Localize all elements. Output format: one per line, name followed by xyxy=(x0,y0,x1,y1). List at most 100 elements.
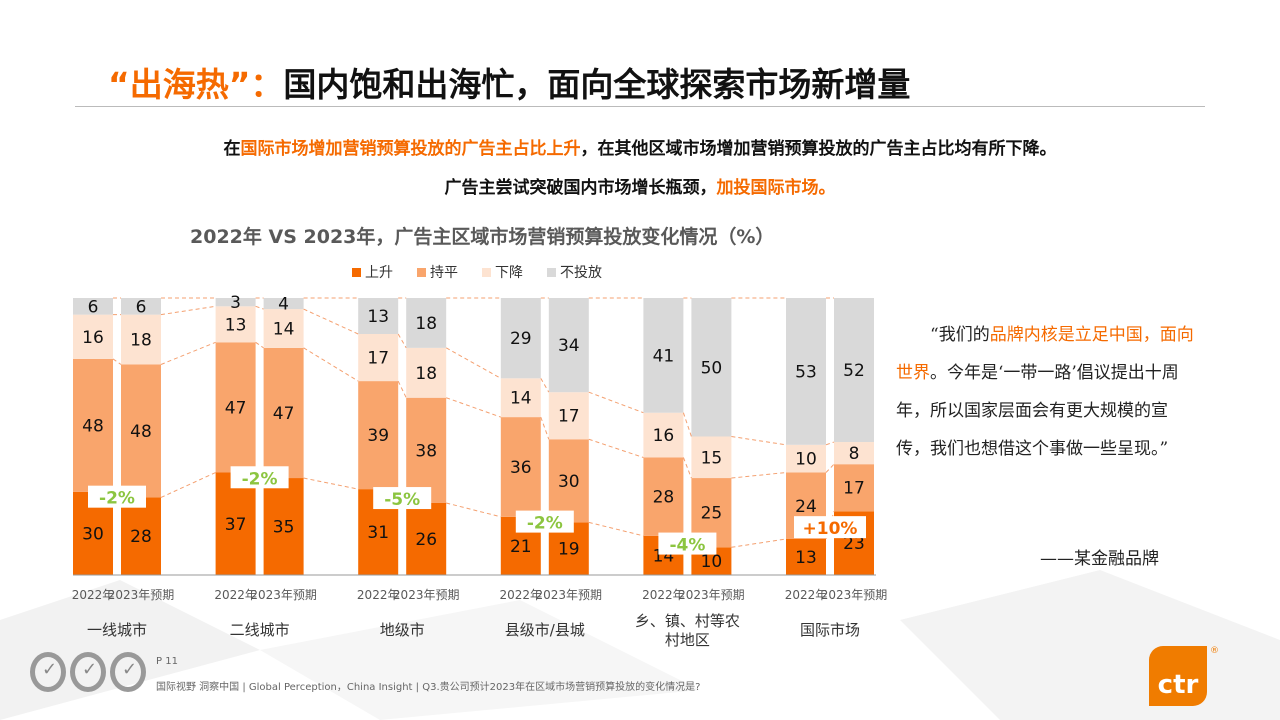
connector-line xyxy=(825,463,835,473)
connector-line xyxy=(682,457,692,479)
data-label: 18 xyxy=(130,331,152,351)
connector-line xyxy=(303,308,359,335)
bar-segment xyxy=(121,314,161,365)
bar-segment xyxy=(263,347,304,479)
data-label: 47 xyxy=(273,404,295,424)
connector-line xyxy=(303,477,359,490)
data-label: 35 xyxy=(273,518,295,538)
bar-segment xyxy=(263,309,304,348)
data-label: 18 xyxy=(415,364,437,384)
bar-segment xyxy=(73,358,113,492)
bar-segment xyxy=(406,502,447,575)
x-tick-label: 2023年预期 xyxy=(678,588,745,602)
legend-label: 上升 xyxy=(365,265,393,281)
legend-swatch xyxy=(482,267,491,277)
x-tick-label: 2023年预期 xyxy=(250,588,317,602)
bar-segment xyxy=(121,497,161,575)
x-tick-label: 2023年预期 xyxy=(108,588,175,602)
data-label: 6 xyxy=(136,297,147,317)
bar-segment xyxy=(263,298,304,310)
x-tick-label: 2022年 xyxy=(642,588,685,602)
connector-line xyxy=(731,436,787,446)
bar-segment xyxy=(548,439,589,523)
data-label: 15 xyxy=(701,448,723,468)
category-label: 二线城市 xyxy=(230,621,290,639)
legend-swatch xyxy=(417,267,426,277)
data-label: 39 xyxy=(367,426,389,446)
data-label: 28 xyxy=(130,527,152,547)
data-label: 26 xyxy=(415,530,437,550)
x-tick-label: 2023年预期 xyxy=(821,588,888,602)
data-label: 38 xyxy=(415,441,437,461)
bar-segment xyxy=(643,412,684,458)
title-highlight: “出海热”： xyxy=(108,65,284,104)
chart-title: 2022年 VS 2023年，广告主区域市场营销预算投放变化情况（%） xyxy=(190,226,775,248)
subtitle-line-1: 在国际市场增加营销预算投放的广告主占比上升，在其他区域市场增加营销预算投放的广告… xyxy=(0,134,1280,159)
connector-line xyxy=(112,358,122,365)
bar-segment xyxy=(834,298,874,443)
bar-segment xyxy=(786,444,826,473)
change-label: -2% xyxy=(242,469,278,489)
data-label: 17 xyxy=(843,479,865,499)
legend-item: 持平 xyxy=(417,262,458,282)
data-label: 29 xyxy=(510,329,532,349)
subtitle-text: 在 xyxy=(223,139,241,159)
category-label: 县级市/县城 xyxy=(505,621,585,639)
quote-highlight: 品牌内核是立足中国，面向世界 xyxy=(896,325,1194,383)
data-label: 13 xyxy=(367,307,389,327)
change-badge xyxy=(88,485,146,508)
seal-icon xyxy=(30,652,66,692)
category-label: 地级市 xyxy=(380,621,425,639)
bar-segment xyxy=(500,417,541,517)
data-label: 28 xyxy=(653,488,675,508)
subtitle-highlight: 国际市场增加营销预算投放的广告主占比上升 xyxy=(240,139,581,159)
connector-line xyxy=(446,397,501,418)
bar-segment xyxy=(73,314,113,359)
change-label: -5% xyxy=(384,490,420,510)
subtitle-text: 广告主尝试突破国内市场增长瓶颈， xyxy=(444,178,717,198)
bar-segment xyxy=(121,364,161,498)
data-label: 6 xyxy=(88,297,99,317)
bar-segment xyxy=(358,298,399,335)
bar-segment xyxy=(215,472,256,575)
data-label: 41 xyxy=(653,346,675,366)
change-badge xyxy=(230,466,289,489)
seal-icon xyxy=(110,652,146,692)
subtitle-text: ，在其他区域市场增加营销预算投放的广告主占比均有所下降。 xyxy=(580,139,1057,159)
legend-item: 不投放 xyxy=(547,262,602,282)
legend-item: 下降 xyxy=(482,262,523,282)
subtitle-line-2: 广告主尝试突破国内市场增长瓶颈，加投国际市场。 xyxy=(0,173,1280,198)
data-label: 36 xyxy=(510,458,532,478)
data-label: 50 xyxy=(701,358,723,378)
bar-segment xyxy=(500,378,541,418)
data-label: 17 xyxy=(558,407,580,427)
connector-line xyxy=(682,412,692,437)
data-label: 4 xyxy=(278,295,289,315)
connector-line xyxy=(160,472,216,498)
chart-legend: 上升 持平 下降 不投放 xyxy=(352,262,602,282)
connector-line xyxy=(731,538,787,548)
change-badge xyxy=(515,510,574,533)
data-label: 30 xyxy=(558,472,580,492)
x-tick-label: 2023年预期 xyxy=(393,588,460,602)
bar-segment xyxy=(263,478,304,575)
legend-item: 上升 xyxy=(352,262,393,282)
bar-segment xyxy=(691,436,732,479)
connector-line xyxy=(445,347,502,379)
bar-segment xyxy=(215,306,256,343)
bar-segment xyxy=(500,298,541,379)
data-label: 16 xyxy=(82,328,104,348)
x-tick-label: 2022年 xyxy=(214,588,257,602)
connector-line xyxy=(540,416,550,440)
change-label: -2% xyxy=(527,514,563,534)
bar-segment xyxy=(73,298,113,315)
registered-icon: ® xyxy=(1210,646,1219,656)
data-label: 10 xyxy=(701,552,723,572)
legend-swatch xyxy=(352,267,361,277)
data-label: 13 xyxy=(795,548,817,568)
x-tick-label: 2023年预期 xyxy=(536,588,603,602)
connector-line xyxy=(731,472,787,479)
connector-line xyxy=(160,341,216,365)
bar-segment xyxy=(548,298,589,393)
